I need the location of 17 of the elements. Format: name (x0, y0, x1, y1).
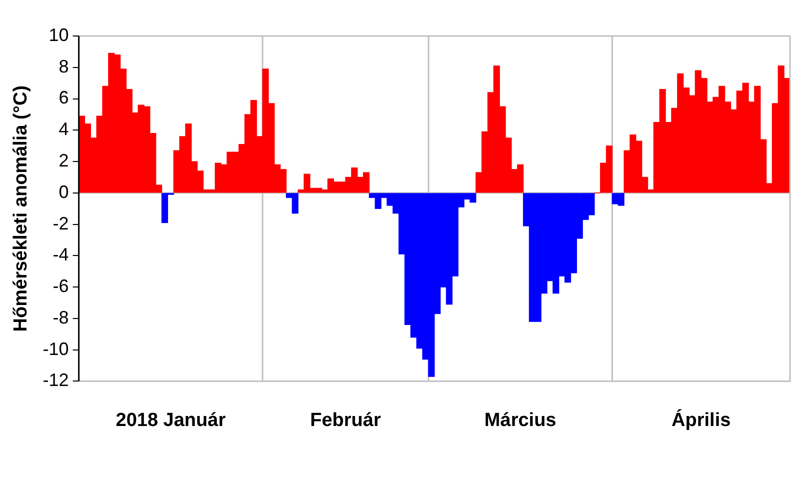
y-tick-label: -6 (52, 276, 69, 296)
x-tick-label: 2018 Január (116, 410, 226, 431)
y-tick-label: -2 (52, 213, 69, 234)
y-tick-label: 10 (48, 24, 69, 45)
y-tick-label: -4 (52, 244, 69, 265)
y-tick-label: 8 (58, 56, 69, 76)
y-tick-label: -10 (42, 338, 69, 359)
x-tick-label: Április (672, 408, 731, 431)
y-tick-label: 4 (58, 119, 69, 140)
y-tick-label: 2 (58, 150, 69, 170)
x-tick-label: Február (310, 410, 382, 431)
y-tick-label: 6 (58, 88, 69, 108)
y-axis-title: Hőmérsékleti anomália (°C) (10, 85, 32, 332)
y-tick-label: -8 (52, 307, 69, 328)
y-tick-label: -12 (42, 370, 69, 390)
x-tick-label: Március (484, 410, 556, 431)
y-tick-label: 0 (58, 182, 69, 202)
